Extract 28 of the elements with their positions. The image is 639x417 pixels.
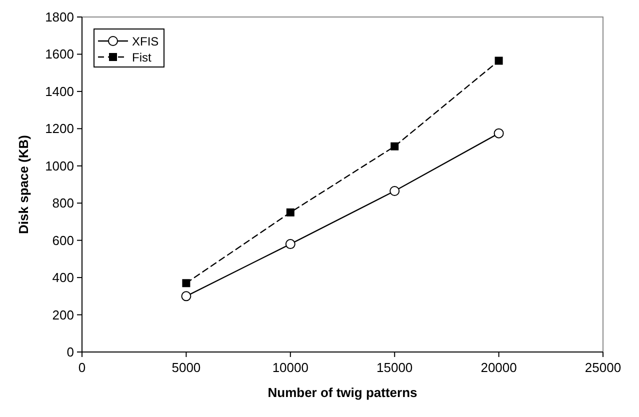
y-tick-label: 600 (52, 232, 74, 248)
point (182, 279, 190, 288)
x-tick-label: 0 (78, 360, 86, 375)
y-tick-label: 400 (52, 270, 74, 286)
legend-label: Fist (132, 50, 152, 64)
y-axis-title: Disk space (KB) (16, 135, 31, 234)
y-tick-label: 0 (66, 344, 74, 360)
x-axis-title: Number of twig patterns (268, 385, 418, 400)
point (390, 186, 400, 196)
x-tick-label: 10000 (272, 360, 308, 375)
x-tick-label: 20000 (480, 360, 517, 375)
y-tick-label: 800 (52, 196, 74, 211)
y-tick-label: 1800 (45, 10, 74, 24)
y-tick-label: 1400 (45, 84, 74, 99)
x-tick-label: 5000 (172, 360, 201, 375)
legend-label: XFIS (132, 34, 159, 48)
point (494, 128, 504, 138)
y-tick-label: 1600 (45, 46, 74, 62)
x-tick-label: 15000 (376, 360, 413, 375)
point (390, 142, 399, 150)
point (494, 56, 503, 65)
point (285, 239, 296, 250)
x-tick-label: 25000 (584, 360, 622, 375)
y-tick-label: 1000 (45, 158, 74, 174)
y-tick-label: 200 (52, 307, 74, 322)
y-tick-label: 1200 (45, 121, 74, 136)
point (286, 208, 294, 216)
point (181, 291, 192, 302)
